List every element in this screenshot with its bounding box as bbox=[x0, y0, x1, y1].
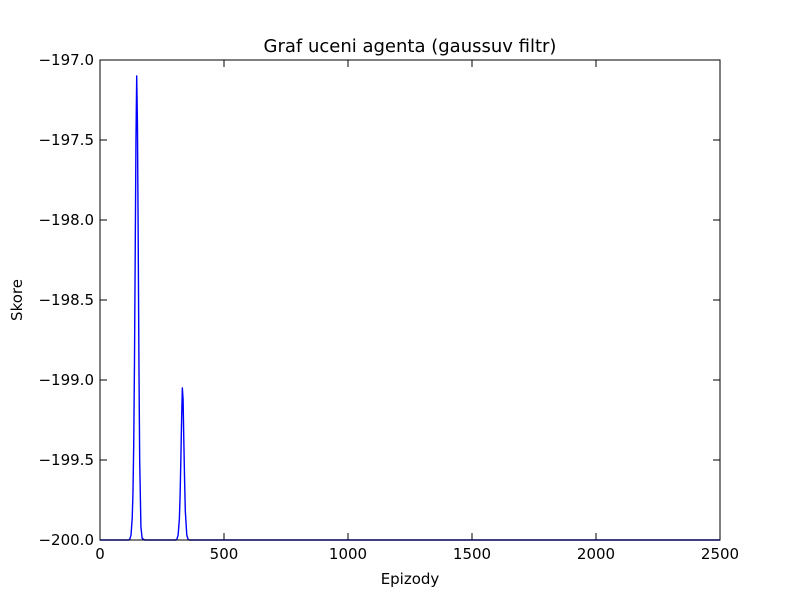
tick-layer: 0 500 1000 1500 2000 2500 −197.0 −197.5 −198.0 −1… bbox=[38, 51, 739, 563]
y-axis-label: Skore bbox=[8, 279, 26, 321]
y-tick-label: −199.0 bbox=[38, 371, 94, 389]
x-tick-label: 2000 bbox=[577, 545, 615, 563]
chart-title: Graf uceni agenta (gaussuv filtr) bbox=[264, 36, 557, 57]
x-tick-label: 2500 bbox=[701, 545, 739, 563]
x-tick-label: 500 bbox=[210, 545, 239, 563]
x-axis-label: Epizody bbox=[381, 570, 440, 588]
x-tick-label: 1500 bbox=[453, 545, 491, 563]
series-layer bbox=[100, 75, 720, 541]
y-tick-label: −198.0 bbox=[38, 211, 94, 229]
y-tick-label: −199.5 bbox=[38, 451, 94, 469]
y-tick-label: −197.5 bbox=[38, 131, 94, 149]
y-tick-label: −198.5 bbox=[38, 291, 94, 309]
x-tick-label: 0 bbox=[95, 545, 105, 563]
y-tick-label: −200.0 bbox=[38, 531, 94, 549]
plot-frame bbox=[99, 59, 721, 541]
series-line-0 bbox=[100, 75, 720, 541]
y-tick-label: −197.0 bbox=[38, 51, 94, 69]
x-tick-label: 1000 bbox=[329, 545, 367, 563]
